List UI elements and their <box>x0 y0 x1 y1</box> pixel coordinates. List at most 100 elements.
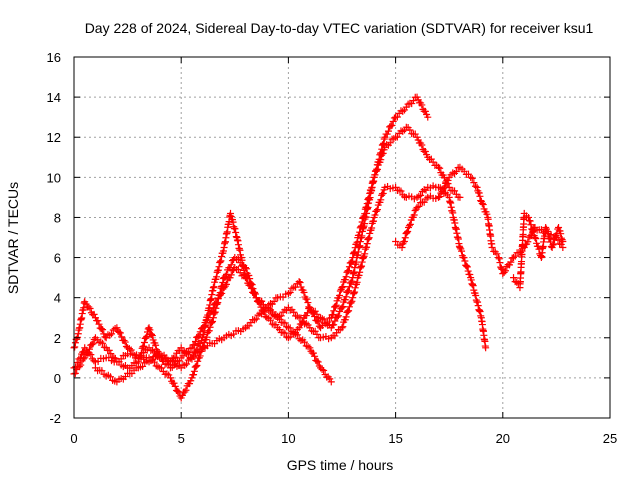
data-point <box>118 333 126 341</box>
data-point <box>211 308 219 316</box>
y-axis-title: SDTVAR / TECUs <box>5 182 21 294</box>
data-point <box>284 334 292 342</box>
data-point <box>79 355 87 363</box>
data-point <box>356 268 364 276</box>
data-point <box>293 312 301 320</box>
data-point <box>527 221 535 229</box>
data-point <box>86 305 94 313</box>
data-point <box>557 240 565 248</box>
x-tick-label: 15 <box>388 431 402 446</box>
data-point <box>100 330 108 338</box>
data-point <box>311 352 319 360</box>
data-point <box>379 189 387 197</box>
data-point <box>345 267 353 275</box>
data-point <box>295 335 303 343</box>
y-tick-label: -2 <box>49 411 61 426</box>
data-point <box>219 278 227 286</box>
data-point <box>213 300 221 308</box>
data-point <box>152 341 160 349</box>
data-point <box>345 303 353 311</box>
data-point <box>191 337 199 345</box>
series-trace-1 <box>70 93 432 372</box>
data-point <box>371 171 379 179</box>
data-point <box>97 325 105 333</box>
data-point <box>217 257 225 265</box>
data-point <box>216 258 224 266</box>
data-point <box>254 311 262 319</box>
data-point <box>338 284 346 292</box>
data-point <box>380 139 388 147</box>
data-point <box>350 289 358 297</box>
data-point <box>190 353 198 361</box>
data-point <box>113 324 121 332</box>
data-point <box>232 233 240 241</box>
x-tick-label: 0 <box>70 431 77 446</box>
data-point <box>543 227 551 235</box>
data-point <box>146 326 154 334</box>
data-point <box>345 307 353 315</box>
data-point <box>227 261 235 269</box>
data-point <box>495 254 503 262</box>
data-point <box>437 189 445 197</box>
data-point <box>452 167 460 175</box>
data-point <box>330 321 338 329</box>
data-point <box>227 209 235 217</box>
data-point <box>182 386 190 394</box>
data-point <box>373 165 381 173</box>
x-tick-label: 5 <box>178 431 185 446</box>
data-point <box>488 244 496 252</box>
data-point <box>288 284 296 292</box>
data-point <box>311 327 319 335</box>
data-point <box>334 312 342 320</box>
data-point <box>336 292 344 300</box>
data-point <box>327 378 335 386</box>
data-point <box>345 283 353 291</box>
data-point <box>286 333 294 341</box>
data-point <box>400 237 408 245</box>
data-point <box>252 315 260 323</box>
data-point <box>461 257 469 265</box>
data-point <box>90 357 98 365</box>
data-point <box>549 241 557 249</box>
data-point <box>300 338 308 346</box>
data-point <box>483 210 491 218</box>
data-point <box>184 350 192 358</box>
data-point <box>417 191 425 199</box>
data-point <box>363 240 371 248</box>
data-point <box>218 252 226 260</box>
data-point <box>559 244 567 252</box>
data-point <box>71 369 79 377</box>
data-point <box>358 258 366 266</box>
data-point <box>214 266 222 274</box>
data-point <box>555 223 563 231</box>
plot-frame <box>73 56 611 419</box>
y-tick-label: 10 <box>47 170 61 185</box>
data-point <box>389 117 397 125</box>
data-point <box>75 363 83 371</box>
data-point <box>222 270 230 278</box>
data-point <box>343 268 351 276</box>
data-point <box>281 319 289 327</box>
data-point <box>336 287 344 295</box>
data-point <box>171 353 179 361</box>
data-point <box>439 185 447 193</box>
data-point <box>81 354 89 362</box>
data-point <box>134 358 142 366</box>
data-point <box>342 273 350 281</box>
data-point <box>95 320 103 328</box>
data-point <box>467 276 475 284</box>
data-point <box>209 314 217 322</box>
data-point <box>212 304 220 312</box>
data-point <box>401 234 409 242</box>
y-tick-label: 12 <box>47 130 61 145</box>
data-point <box>170 379 178 387</box>
data-point <box>406 126 414 134</box>
data-point <box>251 290 259 298</box>
data-point <box>373 206 381 214</box>
data-point <box>390 135 398 143</box>
data-point <box>469 280 477 288</box>
data-point <box>218 282 226 290</box>
data-point <box>232 228 240 236</box>
data-point <box>357 263 365 271</box>
data-point <box>373 167 381 175</box>
